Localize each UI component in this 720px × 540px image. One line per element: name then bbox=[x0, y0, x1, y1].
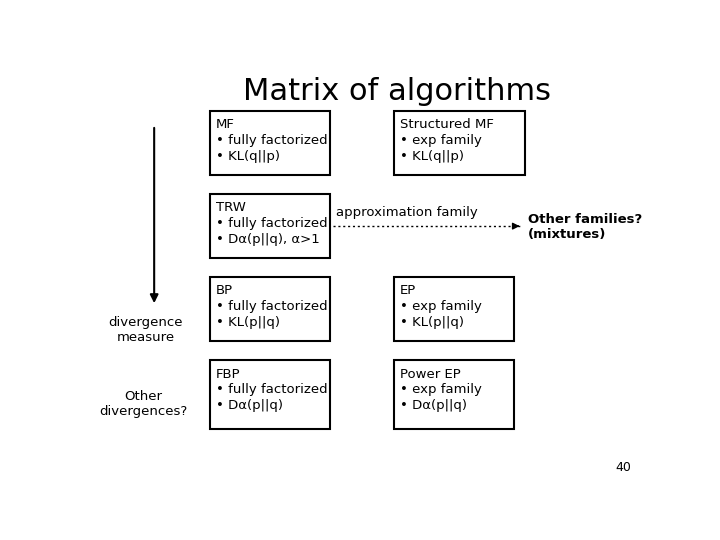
Text: • fully factorized: • fully factorized bbox=[215, 300, 327, 313]
Text: FBP: FBP bbox=[215, 368, 240, 381]
Text: TRW: TRW bbox=[215, 201, 246, 214]
Text: • KL(p||q): • KL(p||q) bbox=[400, 316, 464, 329]
Text: Power EP: Power EP bbox=[400, 368, 461, 381]
Text: Other families?
(mixtures): Other families? (mixtures) bbox=[528, 213, 642, 241]
Bar bbox=[210, 277, 330, 341]
Text: • Dα(p||q): • Dα(p||q) bbox=[215, 399, 282, 412]
Text: • Dα(p||q): • Dα(p||q) bbox=[400, 399, 467, 412]
Bar bbox=[210, 111, 330, 175]
Text: Matrix of algorithms: Matrix of algorithms bbox=[243, 77, 551, 106]
Text: • exp family: • exp family bbox=[400, 134, 482, 147]
Text: • fully factorized: • fully factorized bbox=[215, 217, 327, 230]
Text: • Dα(p||q), α>1: • Dα(p||q), α>1 bbox=[215, 233, 319, 246]
Bar bbox=[394, 360, 514, 429]
Bar bbox=[394, 277, 514, 341]
Text: • KL(q||p): • KL(q||p) bbox=[215, 150, 279, 163]
Text: • exp family: • exp family bbox=[400, 383, 482, 396]
Text: • fully factorized: • fully factorized bbox=[215, 134, 327, 147]
Text: EP: EP bbox=[400, 285, 416, 298]
Bar bbox=[210, 194, 330, 258]
Text: • exp family: • exp family bbox=[400, 300, 482, 313]
Bar bbox=[394, 111, 526, 175]
Text: • fully factorized: • fully factorized bbox=[215, 383, 327, 396]
Text: MF: MF bbox=[215, 118, 235, 131]
Text: BP: BP bbox=[215, 285, 233, 298]
Text: divergence
measure: divergence measure bbox=[109, 316, 183, 345]
Text: Other
divergences?: Other divergences? bbox=[99, 390, 187, 417]
Text: 40: 40 bbox=[616, 461, 631, 474]
Bar bbox=[210, 360, 330, 429]
Text: approximation family: approximation family bbox=[336, 206, 477, 219]
Text: • KL(p||q): • KL(p||q) bbox=[215, 316, 279, 329]
Text: • KL(q||p): • KL(q||p) bbox=[400, 150, 464, 163]
Text: Structured MF: Structured MF bbox=[400, 118, 494, 131]
